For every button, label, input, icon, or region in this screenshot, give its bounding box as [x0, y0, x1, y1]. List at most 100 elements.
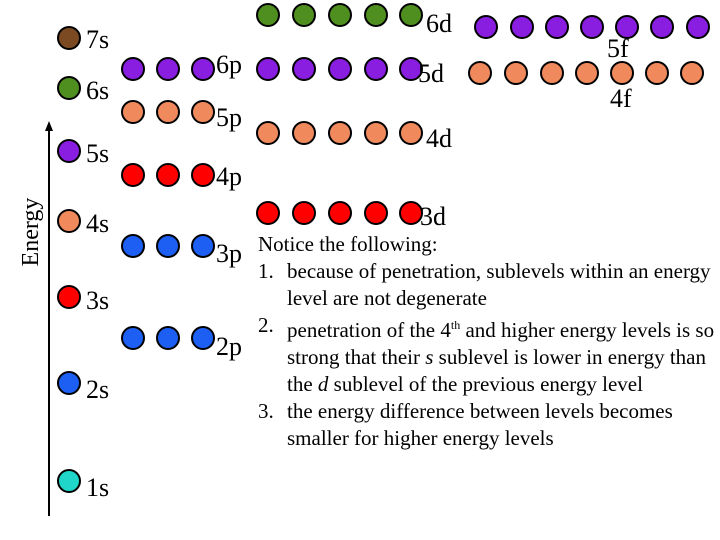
orbital-5d-2: [292, 57, 316, 81]
orbital-5s-1: [57, 139, 81, 163]
orbital-5d-1: [256, 57, 280, 81]
label-4p: 4p: [216, 162, 242, 191]
note-text: because of penetration, sublevels within…: [287, 259, 711, 310]
note-italic-d: d: [317, 372, 329, 396]
label-7s: 7s: [86, 25, 109, 54]
orbital-3d-1: [256, 201, 280, 225]
notes-heading: Notice the following:: [258, 232, 438, 256]
orbital-4d-5: [399, 121, 423, 145]
orbital-6d-1: [256, 3, 280, 27]
orbital-6d-5: [399, 3, 423, 27]
orbital-4p-2: [156, 163, 180, 187]
label-4d: 4d: [426, 124, 452, 153]
label-5d: 5d: [418, 59, 444, 88]
orbital-4d-4: [364, 121, 388, 145]
orbital-3d-3: [328, 201, 352, 225]
orbital-6d-2: [292, 3, 316, 27]
sublevel-5p: [121, 100, 215, 124]
orbital-5f-3: [545, 15, 569, 39]
orbital-6s-1: [57, 76, 81, 100]
note-item-3: 3. the energy difference between levels …: [258, 398, 718, 452]
orbital-5p-3: [191, 100, 215, 124]
note-number: 3.: [258, 399, 274, 423]
orbital-6d-4: [364, 3, 388, 27]
orbital-4f-1: [468, 61, 492, 85]
label-5p: 5p: [216, 103, 242, 132]
label-4f: 4f: [610, 84, 632, 113]
orbital-2p-2: [156, 326, 180, 350]
orbital-3d-4: [364, 201, 388, 225]
orbital-3p-3: [191, 234, 215, 258]
orbital-3s-1: [57, 285, 81, 309]
label-6s: 6s: [86, 76, 109, 105]
orbital-5f-4: [580, 15, 604, 39]
orbital-7s-1: [57, 26, 81, 50]
notes-panel: Notice the following: 1. because of pene…: [258, 231, 718, 452]
label-5s: 5s: [86, 139, 109, 168]
orbital-4p-3: [191, 163, 215, 187]
label-3s: 3s: [86, 286, 109, 315]
label-1s: 1s: [86, 473, 109, 502]
orbital-4d-1: [256, 121, 280, 145]
orbital-5f-5: [615, 15, 639, 39]
note-superscript: th: [450, 318, 461, 332]
orbital-2s-1: [57, 371, 81, 395]
orbital-3d-5: [399, 201, 423, 225]
label-2s: 2s: [86, 375, 109, 404]
orbital-5p-2: [156, 100, 180, 124]
orbital-3p-1: [121, 234, 145, 258]
note-text-part: and higher energy levels is so strong th…: [287, 318, 715, 369]
label-3d: 3d: [420, 202, 446, 231]
sublevel-5f: [474, 15, 710, 39]
orbital-5f-2: [510, 15, 534, 39]
label-6p: 6p: [216, 50, 242, 79]
sublevel-4s: [57, 209, 81, 233]
label-3p: 3p: [216, 239, 242, 268]
orbital-4f-3: [540, 61, 564, 85]
label-2p: 2p: [216, 332, 242, 361]
energy-axis-label: Energy: [18, 198, 44, 267]
orbital-2p-1: [121, 326, 145, 350]
label-6d: 6d: [426, 9, 452, 38]
sublevel-7s: [57, 26, 81, 50]
orbital-5d-4: [364, 57, 388, 81]
label-5f: 5f: [607, 34, 629, 63]
sublevel-3p: [121, 234, 215, 258]
orbital-4f-7: [680, 61, 704, 85]
orbital-4f-4: [575, 61, 599, 85]
sublevel-3d: [256, 201, 423, 225]
label-4s: 4s: [86, 209, 109, 238]
orbital-5d-3: [328, 57, 352, 81]
orbital-4f-6: [645, 61, 669, 85]
orbital-5p-1: [121, 100, 145, 124]
note-item-2: 2. penetration of the 4th and higher ene…: [258, 312, 718, 398]
orbital-4p-1: [121, 163, 145, 187]
orbital-3d-2: [292, 201, 316, 225]
sublevel-3s: [57, 285, 81, 309]
sublevel-4d: [256, 121, 423, 145]
sublevel-5s: [57, 139, 81, 163]
sublevel-4p: [121, 163, 215, 187]
orbital-6p-2: [156, 57, 180, 81]
sublevel-4f: [468, 61, 704, 85]
sublevel-2p: [121, 326, 215, 350]
orbital-6p-3: [191, 57, 215, 81]
energy-axis: [45, 121, 53, 516]
note-text: the energy difference between levels bec…: [287, 399, 673, 450]
notes-list: 1. because of penetration, sublevels wit…: [258, 258, 718, 452]
orbital-6d-3: [328, 3, 352, 27]
note-number: 2.: [258, 313, 274, 337]
sublevel-2s: [57, 371, 81, 395]
sublevel-6p: [121, 57, 215, 81]
orbital-4s-1: [57, 209, 81, 233]
note-text-part: penetration of the 4: [287, 318, 451, 342]
orbital-5f-7: [686, 15, 710, 39]
orbital-5f-6: [650, 15, 674, 39]
note-text-part: sublevel is lower in energy than the: [287, 345, 706, 396]
sublevel-1s: [57, 469, 81, 493]
sublevel-6s: [57, 76, 81, 100]
orbital-4d-2: [292, 121, 316, 145]
orbital-4f-5: [610, 61, 634, 85]
note-italic-s: s: [425, 345, 434, 369]
